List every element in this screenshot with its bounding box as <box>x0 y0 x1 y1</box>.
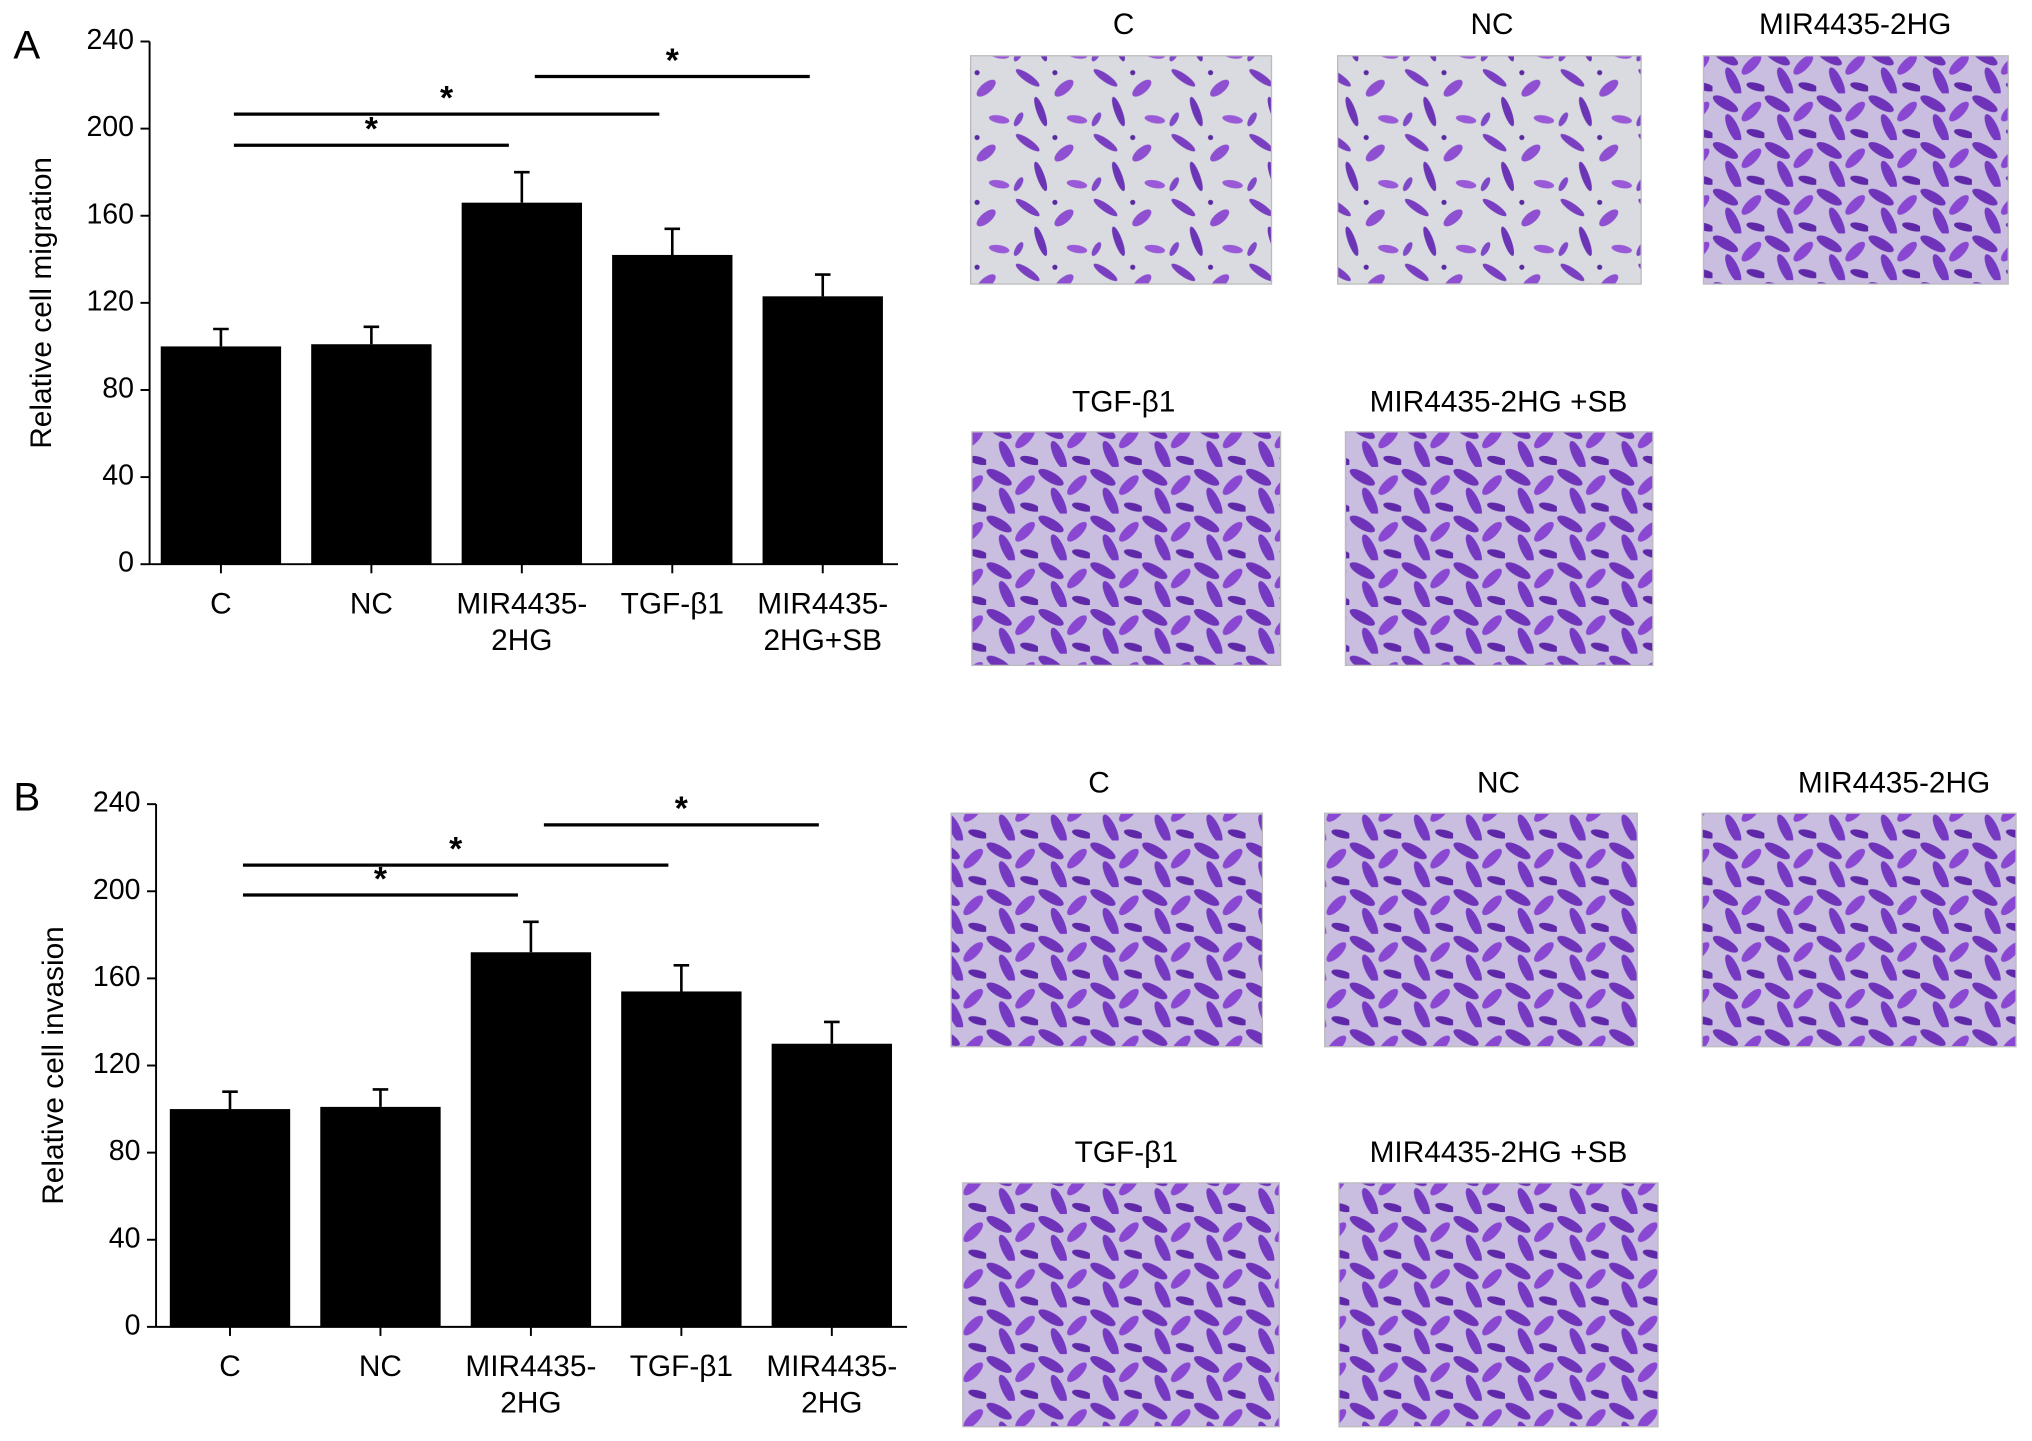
x-tick-label: MIR4435- <box>757 588 888 621</box>
significance-star: * <box>440 79 454 117</box>
bar <box>320 1106 441 1327</box>
micrograph <box>950 812 1264 1048</box>
micrograph <box>1701 812 2017 1048</box>
error-bar <box>213 327 229 347</box>
error-bar <box>222 1090 238 1110</box>
significance-star: * <box>365 110 379 148</box>
bar <box>311 344 432 565</box>
micrograph <box>1344 431 1654 667</box>
bar <box>169 1109 291 1327</box>
y-tick-label: 240 <box>93 787 141 819</box>
y-tick-label: 40 <box>102 460 134 492</box>
error-bar <box>372 1088 389 1107</box>
panel-letter: B <box>13 775 40 820</box>
significance-star: * <box>449 830 463 868</box>
bar <box>470 952 592 1327</box>
micrograph <box>1702 55 2009 285</box>
bar <box>612 254 733 565</box>
bar <box>762 296 883 565</box>
error-bar <box>363 325 380 345</box>
y-tick-label: 200 <box>86 111 134 143</box>
x-tick-label: 2HG <box>500 1387 561 1420</box>
error-bar <box>824 1020 840 1044</box>
y-tick-label: 240 <box>86 24 134 56</box>
image-label: MIR4435-2HG <box>1798 767 1990 800</box>
image-label: NC <box>1477 767 1520 800</box>
bar <box>621 991 742 1327</box>
y-tick-label: 40 <box>109 1222 141 1254</box>
image-label: C <box>1113 8 1135 41</box>
image-label: MIR4435-2HG +SB <box>1370 1136 1628 1169</box>
x-tick-label: TGF-β1 <box>630 1350 733 1383</box>
y-tick-label: 80 <box>102 373 134 405</box>
error-bar <box>664 227 681 255</box>
bar <box>461 202 583 565</box>
panel-letter: A <box>13 22 40 67</box>
x-tick-label: 2HG+SB <box>763 624 882 657</box>
micrograph <box>971 431 1282 667</box>
y-tick-label: 0 <box>118 547 134 579</box>
y-tick-label: 80 <box>109 1135 141 1167</box>
image-label: TGF-β1 <box>1072 385 1175 418</box>
image-label: TGF-β1 <box>1075 1136 1178 1169</box>
x-tick-label: TGF-β1 <box>621 588 724 621</box>
bar <box>160 346 282 565</box>
image-label: MIR4435-2HG <box>1759 8 1951 41</box>
y-tick-label: 160 <box>93 961 141 993</box>
x-tick-label: MIR4435- <box>456 588 587 621</box>
x-tick-label: 2HG <box>801 1387 862 1420</box>
x-tick-label: MIR4435- <box>465 1350 596 1383</box>
x-tick-label: C <box>219 1350 241 1383</box>
micrograph <box>1324 812 1638 1048</box>
image-label: C <box>1088 767 1110 800</box>
y-tick-label: 120 <box>93 1048 141 1080</box>
micrograph <box>1337 55 1642 285</box>
micrograph <box>1338 1182 1659 1428</box>
x-tick-label: NC <box>359 1350 402 1383</box>
micrograph <box>962 1182 1280 1428</box>
y-tick-label: 0 <box>125 1309 141 1341</box>
significance-star: * <box>675 790 689 828</box>
significance-star: * <box>374 860 388 898</box>
bar <box>771 1043 893 1327</box>
y-tick-label: 200 <box>93 874 141 906</box>
y-tick-label: 120 <box>86 285 134 317</box>
x-tick-label: MIR4435- <box>766 1350 897 1383</box>
image-label: MIR4435-2HG +SB <box>1370 385 1628 418</box>
error-bar <box>673 964 690 992</box>
image-label: NC <box>1470 8 1513 41</box>
error-bar <box>814 273 831 297</box>
y-tick-label: 160 <box>86 198 134 230</box>
y-axis-label: Relative cell invasion <box>37 926 70 1205</box>
x-tick-label: C <box>210 588 232 621</box>
error-bar <box>514 170 530 203</box>
y-axis-label: Relative cell migration <box>25 157 58 449</box>
x-tick-label: 2HG <box>491 624 552 657</box>
error-bar <box>523 920 539 953</box>
micrograph <box>969 55 1273 285</box>
x-tick-label: NC <box>350 588 393 621</box>
significance-star: * <box>666 41 680 79</box>
